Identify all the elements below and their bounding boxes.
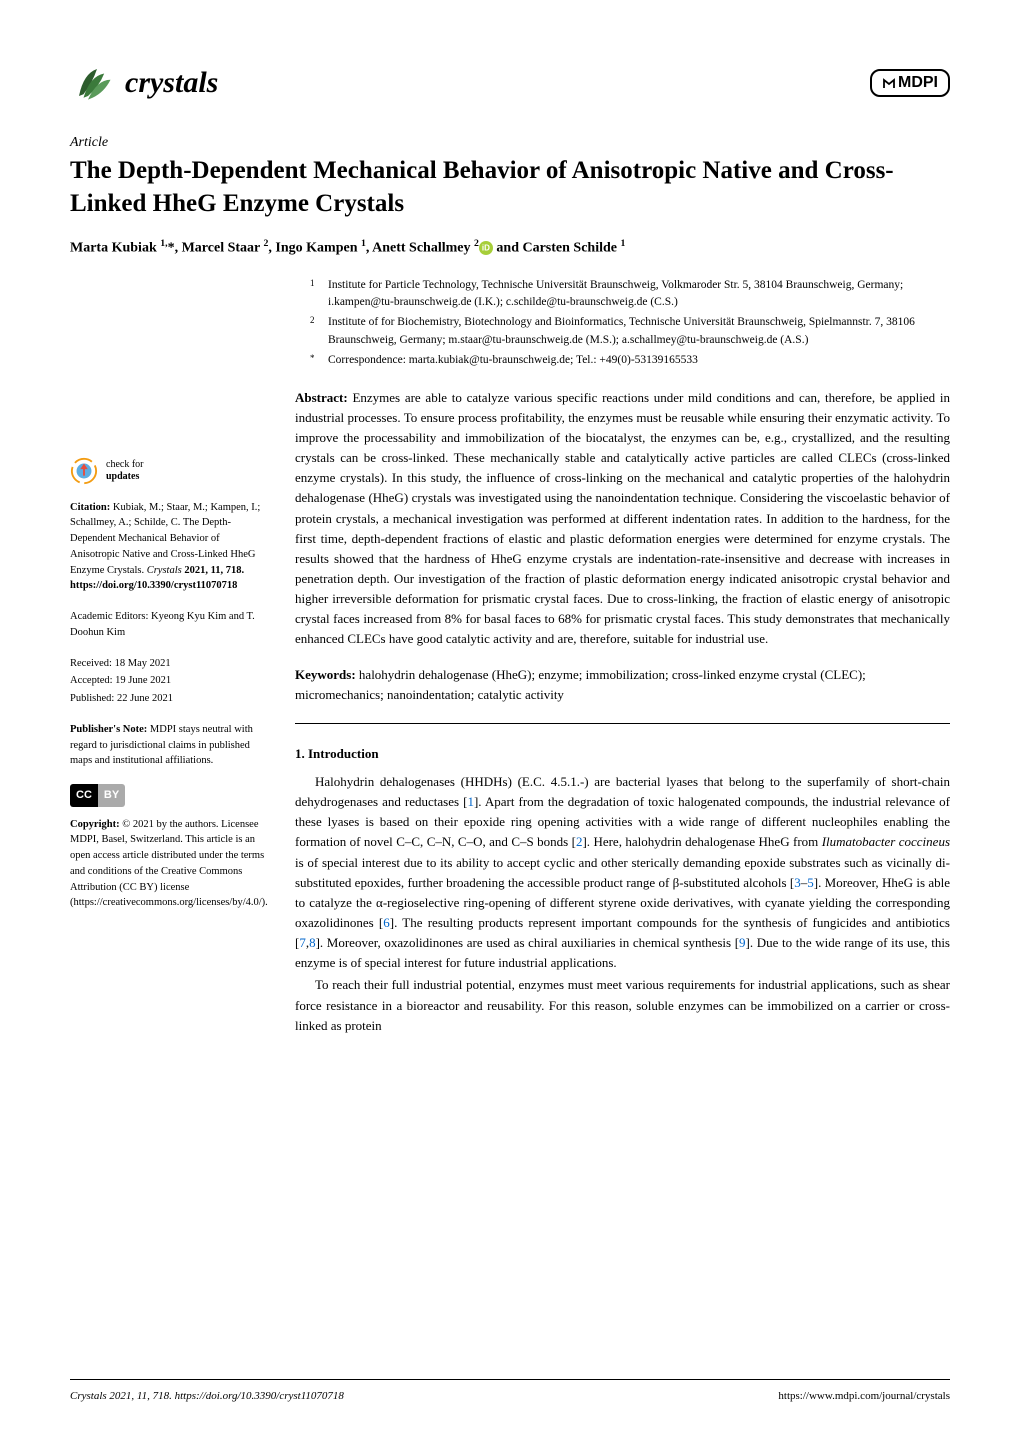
affil-text: Correspondence: marta.kubiak@tu-braunsch… [328, 352, 698, 370]
check-updates-badge[interactable]: check for updates [70, 457, 265, 485]
academic-editors: Academic Editors: Kyeong Kyu Kim and T. … [70, 609, 265, 641]
page-footer: Crystals 2021, 11, 718. https://doi.org/… [70, 1379, 950, 1402]
affil-text: Institute of for Biochemistry, Biotechno… [328, 314, 950, 350]
section-heading: 1. Introduction [295, 744, 950, 764]
journal-name: crystals [125, 66, 218, 100]
affiliation-row: * Correspondence: marta.kubiak@tu-brauns… [310, 352, 950, 370]
article-title: The Depth-Dependent Mechanical Behavior … [70, 155, 950, 220]
affil-num: 2 [310, 314, 318, 350]
published-date: Published: 22 June 2021 [70, 691, 265, 707]
citation-label: Citation: [70, 502, 110, 513]
footer-left: Crystals 2021, 11, 718. https://doi.org/… [70, 1390, 344, 1402]
by-label: BY [98, 784, 125, 807]
dates-block: Received: 18 May 2021 Accepted: 19 June … [70, 656, 265, 707]
cc-label: CC [70, 784, 98, 807]
check-updates-icon [70, 457, 98, 485]
authors-list: Marta Kubiak 1,*, Marcel Staar 2, Ingo K… [70, 238, 950, 257]
crystals-leaf-icon [70, 60, 115, 105]
keywords-label: Keywords: [295, 667, 356, 682]
cc-by-badge: CC BY [70, 784, 265, 807]
main-content: 1 Institute for Particle Technology, Tec… [295, 277, 950, 1379]
citation-journal: Crystals [147, 565, 182, 576]
mdpi-text: MDPI [898, 74, 938, 92]
keywords-text: halohydrin dehalogenase (HheG); enzyme; … [295, 667, 866, 702]
copyright-block: Copyright: © 2021 by the authors. Licens… [70, 817, 265, 912]
sidebar: check for updates Citation: Kubiak, M.; … [70, 277, 265, 1379]
accepted-date: Accepted: 19 June 2021 [70, 673, 265, 689]
copyright-label: Copyright: [70, 819, 120, 830]
citation-block: Citation: Kubiak, M.; Staar, M.; Kampen,… [70, 500, 265, 595]
abstract-label: Abstract: [295, 390, 348, 405]
affiliations: 1 Institute for Particle Technology, Tec… [295, 277, 950, 370]
affil-text: Institute for Particle Technology, Techn… [328, 277, 950, 313]
article-type: Article [70, 135, 950, 151]
affiliation-row: 2 Institute of for Biochemistry, Biotech… [310, 314, 950, 350]
publisher-note-label: Publisher's Note: [70, 724, 147, 735]
abstract: Abstract: Enzymes are able to catalyze v… [295, 388, 950, 650]
abstract-text: Enzymes are able to catalyze various spe… [295, 390, 950, 647]
mdpi-icon [882, 76, 896, 90]
page-header: crystals MDPI [70, 60, 950, 105]
divider [295, 723, 950, 724]
affil-num: 1 [310, 277, 318, 313]
copyright-text: © 2021 by the authors. Licensee MDPI, Ba… [70, 819, 268, 909]
mdpi-logo: MDPI [870, 69, 950, 97]
body-paragraph: To reach their full industrial potential… [295, 975, 950, 1035]
journal-logo: crystals [70, 60, 218, 105]
affiliation-row: 1 Institute for Particle Technology, Tec… [310, 277, 950, 313]
body-paragraph: Halohydrin dehalogenases (HHDHs) (E.C. 4… [295, 772, 950, 973]
publisher-note: Publisher's Note: MDPI stays neutral wit… [70, 722, 265, 769]
received-date: Received: 18 May 2021 [70, 656, 265, 672]
affil-num: * [310, 352, 318, 370]
footer-right: https://www.mdpi.com/journal/crystals [778, 1390, 950, 1402]
check-updates-line1: check for [106, 459, 143, 471]
check-updates-line2: updates [106, 471, 143, 483]
keywords: Keywords: halohydrin dehalogenase (HheG)… [295, 665, 950, 705]
